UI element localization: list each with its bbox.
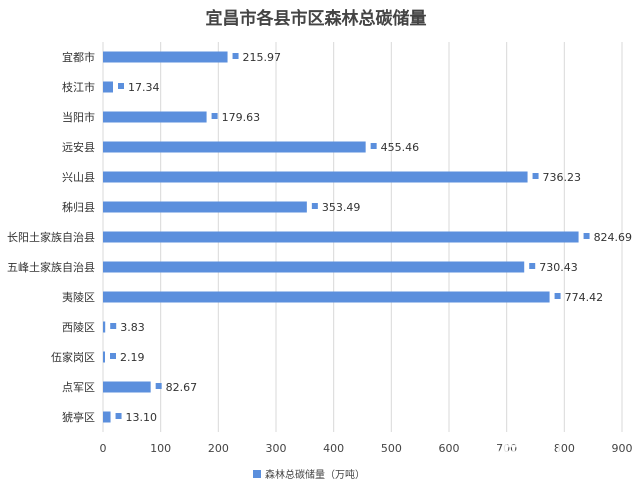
x-tick-label: 700 xyxy=(496,442,517,455)
data-label: 13.10 xyxy=(126,411,158,424)
bar xyxy=(103,141,366,153)
x-tick-labels: 0 100 200 300 400 500 600 700 800 900 xyxy=(100,442,633,455)
legend: 森林总碳储量（万吨） xyxy=(253,468,365,481)
data-label-marker xyxy=(232,53,239,59)
category-label: 当阳市 xyxy=(62,110,95,124)
data-label-marker xyxy=(115,413,122,419)
data-label-marker xyxy=(211,113,218,119)
data-label-marker xyxy=(311,203,318,209)
data-label-marker xyxy=(110,353,116,359)
category-label: 远安县 xyxy=(62,140,95,154)
data-label-marker xyxy=(583,233,590,239)
category-label: 枝江市 xyxy=(62,80,95,94)
data-label: 353.49 xyxy=(322,201,361,214)
data-label: 17.34 xyxy=(128,81,159,94)
x-tick-label: 600 xyxy=(439,442,460,455)
category-label: 西陵区 xyxy=(62,321,95,334)
bar xyxy=(103,201,307,213)
bar xyxy=(103,291,550,303)
data-label: 824.69 xyxy=(594,231,633,244)
bar xyxy=(103,381,151,393)
data-label: 455.46 xyxy=(381,141,420,154)
category-label: 夷陵区 xyxy=(62,291,95,304)
x-tick-label: 500 xyxy=(381,442,402,455)
data-label: 736.23 xyxy=(543,171,582,184)
category-label: 五峰土家族自治县 xyxy=(7,260,95,274)
data-label-marker xyxy=(370,143,377,149)
legend-label: 森林总碳储量（万吨） xyxy=(265,468,365,481)
bar xyxy=(103,51,228,63)
data-label: 774.42 xyxy=(565,291,604,304)
legend-swatch xyxy=(253,470,261,478)
category-label: 兴山县 xyxy=(62,171,95,184)
category-label: 伍家岗区 xyxy=(51,350,95,364)
watermark-logo: 長江雲 xyxy=(490,429,614,475)
category-label: 宜都市 xyxy=(62,50,95,64)
category-label: 秭归县 xyxy=(62,200,95,214)
bar xyxy=(103,111,207,123)
data-label: 3.83 xyxy=(120,321,145,334)
bar xyxy=(103,351,105,363)
chart-title: 宜昌市各县市区森林总碳储量 xyxy=(206,8,427,29)
x-tick-label: 200 xyxy=(208,442,229,455)
x-tick-label: 300 xyxy=(266,442,287,455)
data-label-marker xyxy=(117,83,124,89)
category-label: 点军区 xyxy=(62,381,95,394)
data-label-marker xyxy=(532,173,539,179)
data-label-marker xyxy=(554,293,561,299)
data-label: 82.67 xyxy=(166,381,198,394)
bar xyxy=(103,321,106,333)
x-tick-label: 400 xyxy=(323,442,344,455)
data-label-marker xyxy=(110,323,117,329)
x-tick-label: 800 xyxy=(554,442,575,455)
data-label: 179.63 xyxy=(222,111,261,124)
category-label: 猇亭区 xyxy=(62,410,95,424)
data-label: 215.97 xyxy=(243,51,282,64)
bar xyxy=(103,171,528,183)
bar xyxy=(103,81,113,93)
bar xyxy=(103,261,525,273)
x-tick-label: 0 xyxy=(100,442,107,455)
category-label: 长阳土家族自治县 xyxy=(7,230,95,244)
data-label: 2.19 xyxy=(120,351,145,364)
category-labels: 宜都市枝江市当阳市远安县兴山县秭归县长阳土家族自治县五峰土家族自治县夷陵区西陵区… xyxy=(7,50,95,424)
x-tick-label: 900 xyxy=(612,442,633,455)
data-label-marker xyxy=(155,383,162,389)
bar xyxy=(103,411,111,423)
data-label: 730.43 xyxy=(539,261,578,274)
x-tick-label: 100 xyxy=(150,442,171,455)
data-labels: 215.97 17.34 179.63 455.46 736.23 353.49 824.6… xyxy=(110,51,632,424)
bars-layer xyxy=(103,51,579,423)
data-label-marker xyxy=(529,263,536,269)
bar xyxy=(103,231,579,243)
